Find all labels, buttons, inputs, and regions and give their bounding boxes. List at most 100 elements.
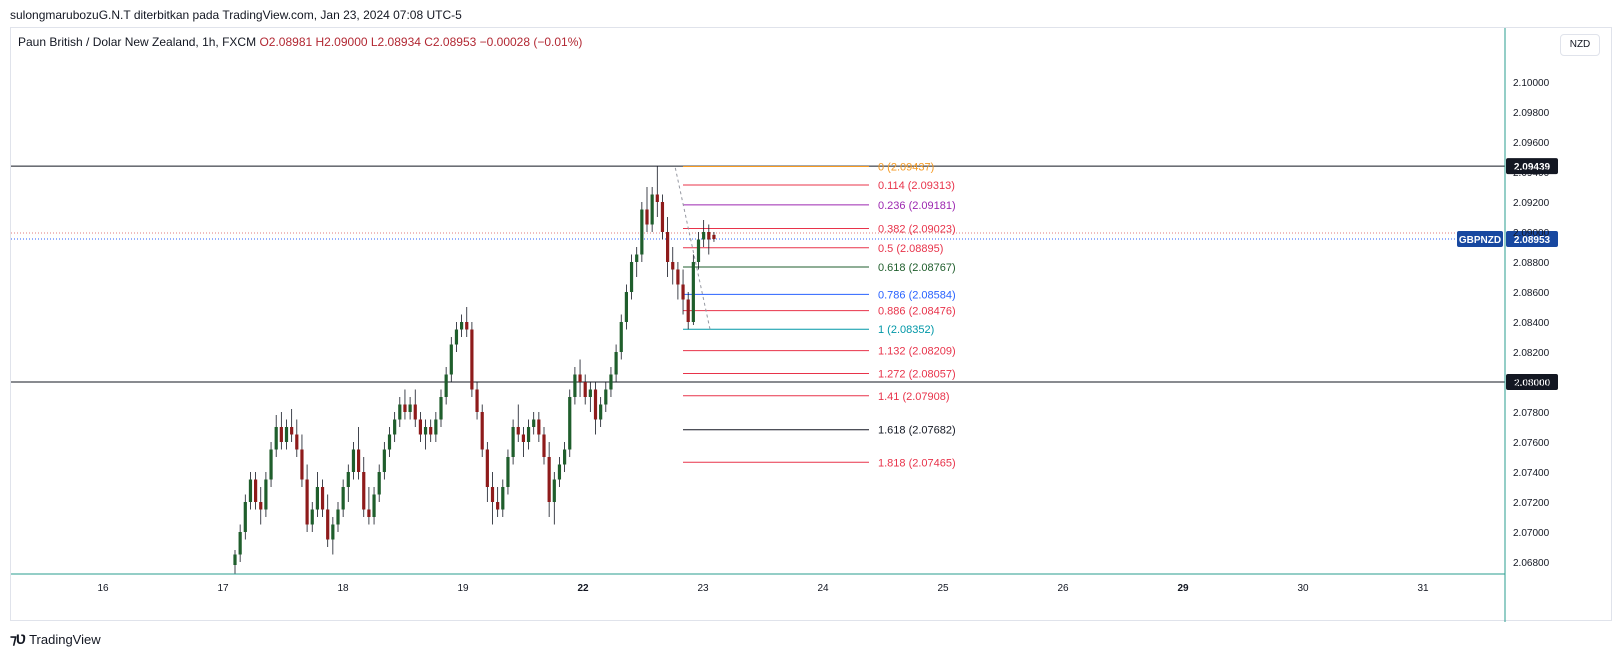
fib-level-label: 1.132 (2.08209) xyxy=(878,346,956,358)
candle-body xyxy=(372,494,376,517)
candle-body xyxy=(480,412,484,450)
x-tick-label: 25 xyxy=(937,583,949,594)
axes-layer: 2.10000 2.09800 2.09600 2.09400 2.09200 2.090… xyxy=(11,28,1550,622)
horizontal-lines-layer: 2.09439 2.08000 GBPNZD 2.08953 xyxy=(11,158,1558,390)
y-tick-label: 2.07000 xyxy=(1513,528,1550,539)
candlestick-chart[interactable]: 2.09439 2.08000 GBPNZD 2.08953 0 (2.09437) 0… xyxy=(11,28,1613,622)
candle-body xyxy=(305,479,309,525)
fib-level-label: 0.886 (2.08476) xyxy=(878,306,956,318)
candle-body xyxy=(264,479,268,510)
ohlc-values: O2.08981 H2.09000 L2.08934 C2.08953 −0.0… xyxy=(259,35,583,49)
candle-body xyxy=(532,419,536,427)
candle-body xyxy=(320,487,325,510)
horizontal-level-badge-label: 2.09439 xyxy=(1514,162,1551,173)
candle-body xyxy=(537,419,541,435)
candle-body xyxy=(393,419,397,435)
y-tick-label: 2.08600 xyxy=(1513,288,1550,299)
x-tick-label: 24 xyxy=(817,583,829,594)
candle-body xyxy=(516,427,520,435)
candle-body xyxy=(341,487,345,510)
candle-body xyxy=(300,449,304,480)
candle-body xyxy=(449,344,453,375)
x-tick-label: 31 xyxy=(1417,583,1429,594)
fib-level-label: 1 (2.08352) xyxy=(878,324,934,336)
fib-level-label: 1.272 (2.08057) xyxy=(878,368,956,380)
candle-body xyxy=(696,239,701,262)
fib-level-label: 1.41 (2.07908) xyxy=(878,391,950,403)
candle-body xyxy=(284,427,289,442)
candle-body xyxy=(465,322,469,330)
y-tick-label: 2.07800 xyxy=(1513,408,1550,419)
candle-body xyxy=(439,397,443,420)
y-tick-label: 2.07600 xyxy=(1513,438,1550,449)
candle-body xyxy=(614,352,618,375)
candle-body xyxy=(423,427,428,435)
candle-body xyxy=(382,449,386,472)
candle-body xyxy=(496,502,500,510)
currency-button[interactable]: NZD xyxy=(1560,34,1600,56)
candle-body xyxy=(279,427,283,442)
candle-body xyxy=(274,427,278,450)
candle-body xyxy=(336,509,340,525)
fib-retracement-layer: 0 (2.09437) 0.114 (2.09313) 0.236 (2.09181… xyxy=(674,161,956,469)
symbol-legend: Paun British / Dolar New Zealand, 1h, FX… xyxy=(18,35,582,49)
candle-body xyxy=(454,329,459,345)
candle-body xyxy=(326,509,330,540)
fib-level-label: 0.5 (2.08895) xyxy=(878,243,943,255)
symbol-badge xyxy=(1457,231,1503,248)
candle-body xyxy=(362,472,366,510)
candle-body xyxy=(609,374,613,390)
candle-body xyxy=(702,232,706,240)
candle-body xyxy=(686,299,690,322)
candle-body xyxy=(387,434,392,450)
candle-body xyxy=(593,389,598,420)
candle-body xyxy=(238,532,242,555)
candle-body xyxy=(351,449,356,472)
candle-body xyxy=(691,262,695,322)
chart-frame: 2.09439 2.08000 GBPNZD 2.08953 0 (2.09437) 0… xyxy=(10,27,1613,622)
candle-body xyxy=(619,322,623,352)
candle-body xyxy=(243,502,247,532)
candle-body xyxy=(707,232,711,240)
candle-body xyxy=(398,404,402,420)
candle-body xyxy=(604,389,608,405)
candle-body xyxy=(310,509,314,525)
y-tick-label: 2.09400 xyxy=(1513,168,1550,179)
candle-body xyxy=(408,404,412,412)
candle-body xyxy=(490,487,495,502)
fib-level-label: 0.786 (2.08584) xyxy=(878,289,956,301)
x-tick-label: 29 xyxy=(1177,583,1189,594)
candle-body xyxy=(290,427,294,435)
candle-body xyxy=(563,449,567,465)
candle-body xyxy=(552,479,556,502)
candles-layer xyxy=(233,166,716,574)
candle-body xyxy=(583,382,587,397)
y-tick-label: 2.08000 xyxy=(1513,378,1550,389)
fib-level-label: 0 (2.09437) xyxy=(878,161,934,173)
last-price-badge-label: 2.08953 xyxy=(1514,235,1551,246)
y-tick-label: 2.07400 xyxy=(1513,468,1550,479)
candle-body xyxy=(660,202,665,232)
candle-body xyxy=(511,427,515,457)
y-tick-label: 2.09200 xyxy=(1513,198,1550,209)
candle-body xyxy=(573,374,577,397)
tradingview-logo-text: TradingView xyxy=(29,632,101,647)
x-tick-label: 16 xyxy=(97,583,109,594)
candle-body xyxy=(367,509,371,517)
x-tick-label: 26 xyxy=(1057,583,1069,594)
candle-body xyxy=(645,209,649,225)
y-tick-label: 2.10000 xyxy=(1513,78,1550,89)
candle-body xyxy=(588,389,592,397)
fib-level-label: 1.618 (2.07682) xyxy=(878,425,956,437)
candle-body xyxy=(295,434,299,450)
fib-level-label: 0.114 (2.09313) xyxy=(878,180,955,192)
tradingview-logo-icon: ⁊Ʋ xyxy=(10,631,26,647)
candle-body xyxy=(413,404,417,420)
tradingview-logo[interactable]: ⁊Ʋ TradingView xyxy=(10,631,101,648)
fib-trend-line xyxy=(674,166,711,330)
symbol-title: Paun British / Dolar New Zealand, 1h, FX… xyxy=(18,35,257,49)
publish-header: sulongmarubozuG.N.T diterbitkan pada Tra… xyxy=(10,8,462,22)
candle-body xyxy=(640,209,644,255)
candle-body xyxy=(671,262,675,270)
symbol-badge-label: GBPNZD xyxy=(1459,235,1501,246)
